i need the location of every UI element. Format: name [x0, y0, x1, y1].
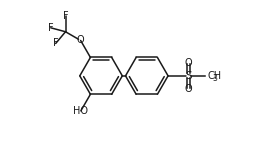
Text: HO: HO	[73, 106, 88, 116]
Text: O: O	[77, 36, 85, 45]
Text: F: F	[63, 11, 68, 21]
Text: F: F	[53, 38, 59, 49]
Text: O: O	[184, 58, 192, 68]
Text: F: F	[48, 23, 54, 33]
Text: CH: CH	[207, 71, 222, 81]
Text: S: S	[185, 71, 192, 81]
Text: O: O	[184, 84, 192, 94]
Text: 3: 3	[213, 74, 217, 83]
